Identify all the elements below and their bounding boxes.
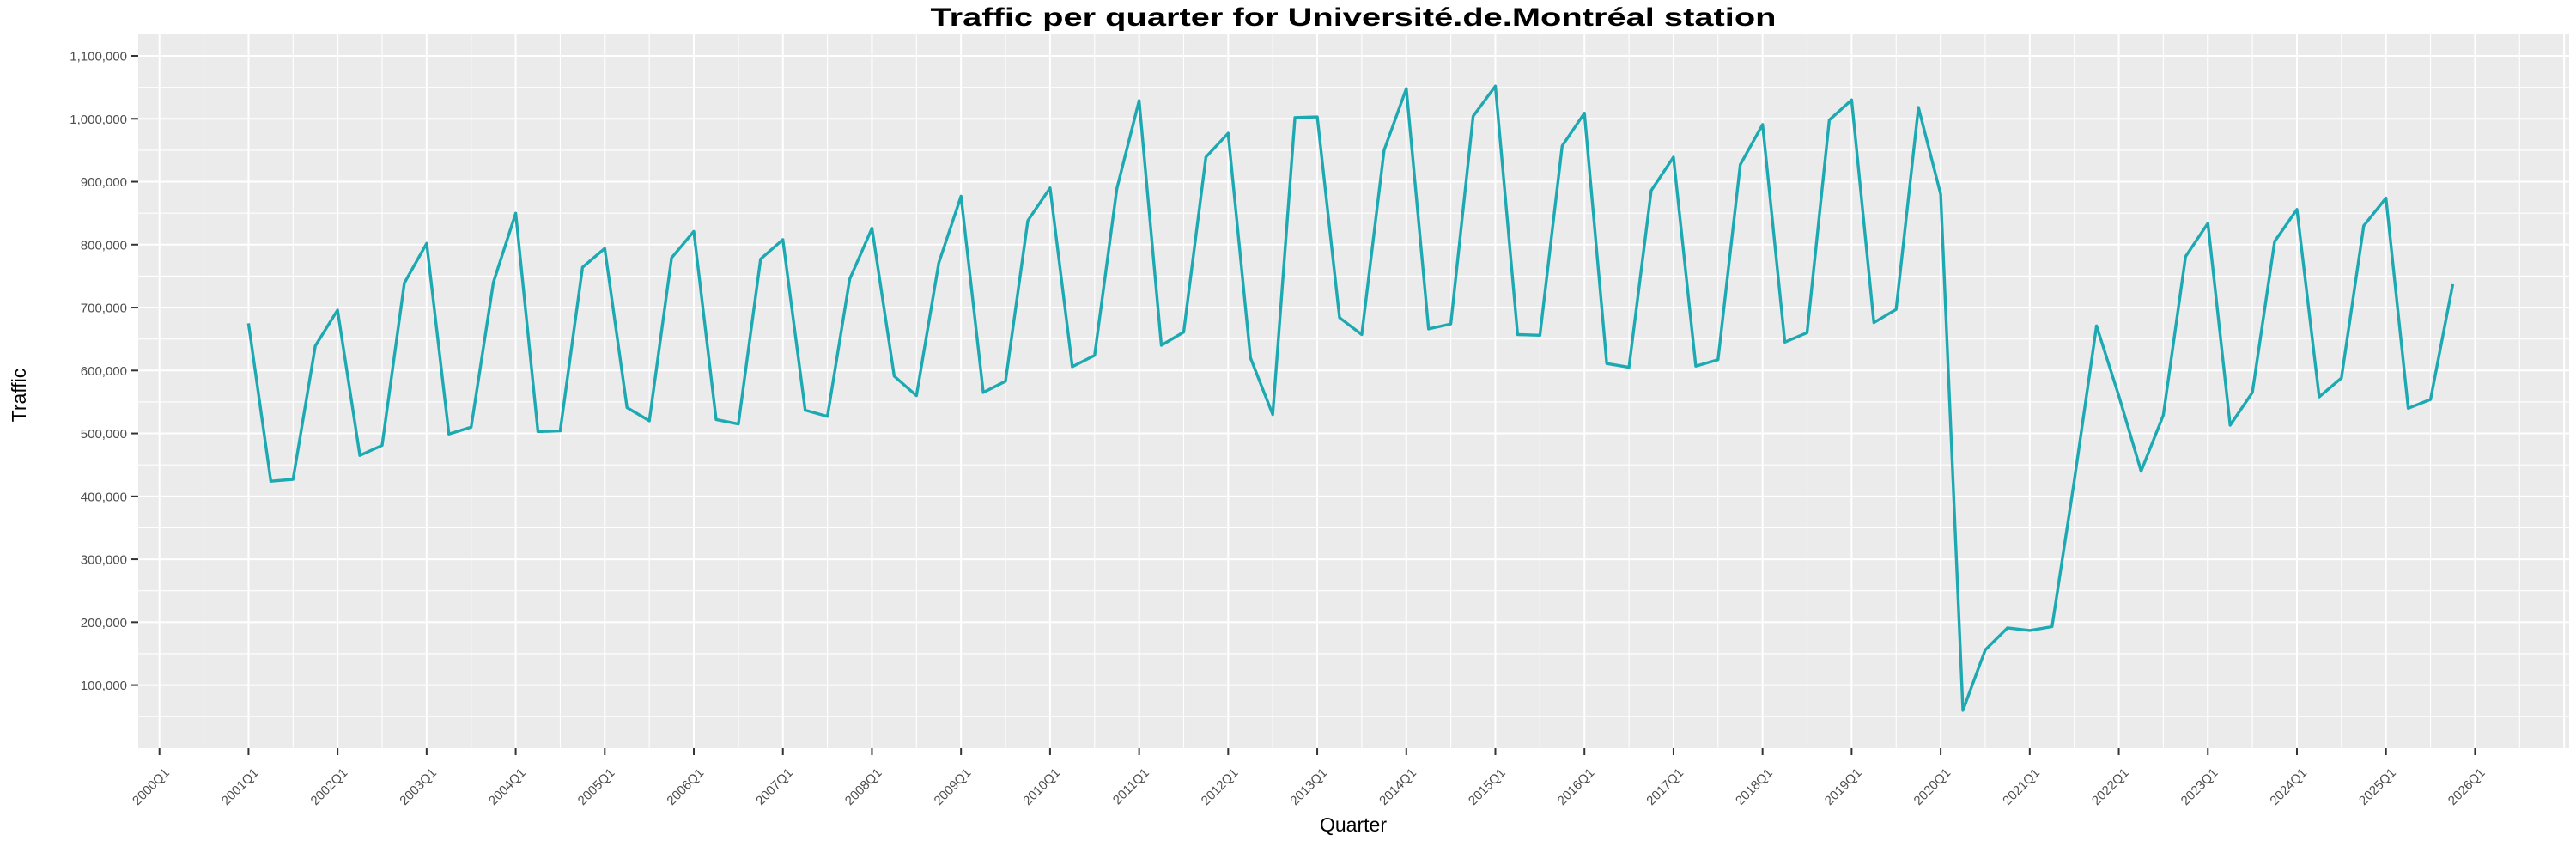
x-tick-label: 2010Q1 [1020,765,1063,808]
y-tick-label: 300,000 [81,553,127,568]
panel-background [138,34,2569,748]
x-tick-label: 2007Q1 [753,765,796,808]
x-tick-label: 2014Q1 [1376,765,1419,808]
x-tick-label: 2008Q1 [842,765,885,808]
x-tick-label: 2006Q1 [664,765,707,808]
x-tick-label: 2022Q1 [2089,765,2132,808]
x-tick-label: 2004Q1 [486,765,529,808]
x-tick-label: 2000Q1 [130,765,173,808]
chart-title: Traffic per quarter for Université.de.Mo… [931,3,1777,32]
x-tick-label: 2005Q1 [575,765,618,808]
x-axis-title: Quarter [1320,813,1387,836]
x-tick-label: 2003Q1 [397,765,440,808]
x-tick-label: 2015Q1 [1466,765,1509,808]
y-tick-label: 200,000 [81,616,127,631]
y-tick-label: 1,000,000 [70,113,127,127]
x-tick-label: 2020Q1 [1911,765,1954,808]
x-tick-label: 2021Q1 [2000,765,2043,808]
y-tick-label: 700,000 [81,302,127,316]
x-tick-label: 2025Q1 [2356,765,2399,808]
y-axis-title: Traffic [8,369,30,423]
traffic-series-line [246,84,2455,712]
x-tick-label: 2009Q1 [932,765,975,808]
x-tick-label: 2002Q1 [308,765,351,808]
y-tick-label: 600,000 [81,364,127,379]
y-tick-label: 100,000 [81,679,127,693]
x-tick-label: 2013Q1 [1287,765,1330,808]
x-tick-label: 2016Q1 [1555,765,1598,808]
y-tick-label: 800,000 [81,238,127,253]
x-tick-label: 2011Q1 [1110,765,1152,807]
y-tick-label: 400,000 [81,490,127,504]
x-tick-label: 2012Q1 [1199,765,1242,808]
y-tick-label: 900,000 [81,175,127,190]
x-tick-label: 2001Q1 [219,765,262,808]
y-tick-label: 1,100,000 [70,50,127,64]
x-tick-label: 2023Q1 [2178,765,2221,808]
chart-generated-layers: 100,000 200,000 300,000 400,000 500,000 600,0… [70,34,2569,808]
x-tick-label: 2018Q1 [1733,765,1776,808]
y-tick-label: 500,000 [81,427,127,442]
x-tick-label: 2017Q1 [1643,765,1686,808]
x-tick-label: 2026Q1 [2445,765,2488,808]
x-tick-label: 2024Q1 [2267,765,2310,808]
x-tick-label: 2019Q1 [1822,765,1865,808]
